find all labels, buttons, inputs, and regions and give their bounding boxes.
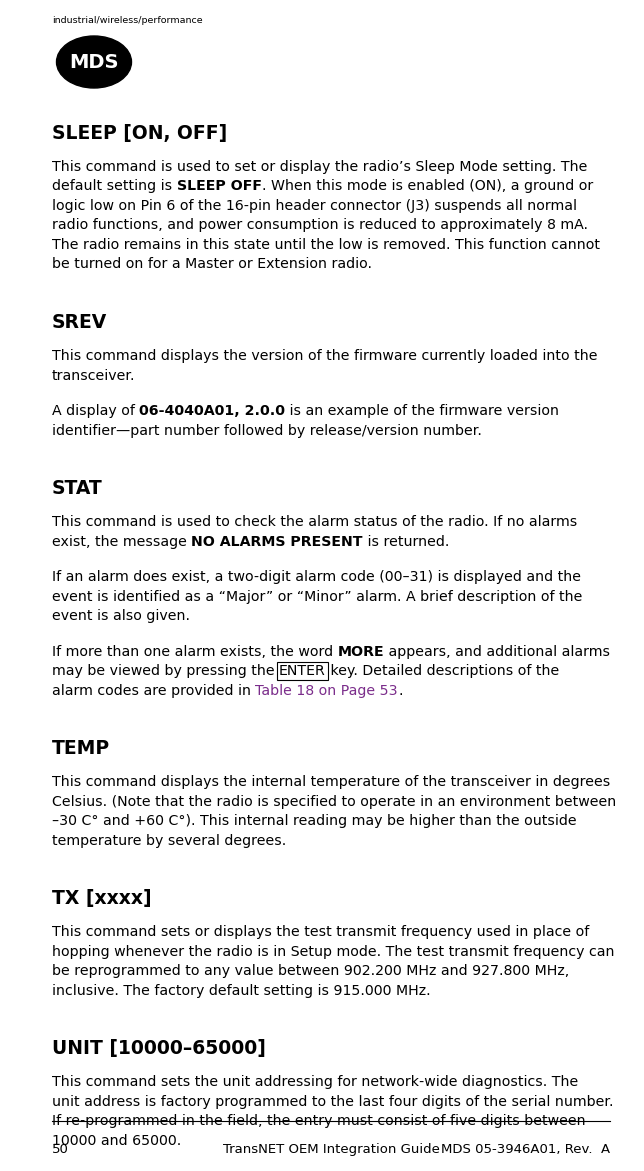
Text: unit address is factory programmed to the last four digits of the serial number.: unit address is factory programmed to th… bbox=[52, 1095, 614, 1109]
Text: TX [xxxx]: TX [xxxx] bbox=[52, 889, 151, 908]
Text: radio functions, and power consumption is reduced to approximately 8 mA.: radio functions, and power consumption i… bbox=[52, 219, 588, 233]
Text: TransNET OEM Integration Guide: TransNET OEM Integration Guide bbox=[223, 1143, 439, 1156]
Text: alarm codes are provided in: alarm codes are provided in bbox=[52, 684, 256, 698]
Text: UNIT [10000–65000]: UNIT [10000–65000] bbox=[52, 1039, 266, 1059]
Text: hopping whenever the radio is in Setup mode. The test transmit frequency can: hopping whenever the radio is in Setup m… bbox=[52, 945, 614, 959]
Text: .: . bbox=[398, 684, 402, 698]
Text: 10000 and 65000.: 10000 and 65000. bbox=[52, 1134, 181, 1148]
Text: 06-4040A01, 2.0.0: 06-4040A01, 2.0.0 bbox=[139, 404, 285, 418]
Text: key. Detailed descriptions of the: key. Detailed descriptions of the bbox=[326, 664, 559, 678]
Text: event is identified as a “Major” or “Minor” alarm. A brief description of the: event is identified as a “Major” or “Min… bbox=[52, 589, 582, 603]
Text: is an example of the firmware version: is an example of the firmware version bbox=[285, 404, 560, 418]
Text: If an alarm does exist, a two-digit alarm code (00–31) is displayed and the: If an alarm does exist, a two-digit alar… bbox=[52, 570, 581, 584]
Text: appears, and additional alarms: appears, and additional alarms bbox=[384, 644, 611, 658]
Text: MDS 05-3946A01, Rev.  A: MDS 05-3946A01, Rev. A bbox=[441, 1143, 610, 1156]
Text: NO ALARMS PRESENT: NO ALARMS PRESENT bbox=[191, 534, 363, 548]
Text: Table 18 on Page 53: Table 18 on Page 53 bbox=[256, 684, 398, 698]
Text: 50: 50 bbox=[52, 1143, 69, 1156]
Text: event is also given.: event is also given. bbox=[52, 609, 190, 623]
Text: This command displays the version of the firmware currently loaded into the: This command displays the version of the… bbox=[52, 349, 598, 363]
Text: The radio remains in this state until the low is removed. This function cannot: The radio remains in this state until th… bbox=[52, 238, 600, 252]
Text: transceiver.: transceiver. bbox=[52, 369, 135, 383]
Text: This command is used to check the alarm status of the radio. If no alarms: This command is used to check the alarm … bbox=[52, 515, 577, 529]
Text: STAT: STAT bbox=[52, 479, 103, 498]
Text: identifier—part number followed by release/version number.: identifier—part number followed by relea… bbox=[52, 424, 482, 438]
Text: be reprogrammed to any value between 902.200 MHz and 927.800 MHz,: be reprogrammed to any value between 902… bbox=[52, 964, 569, 978]
Text: temperature by several degrees.: temperature by several degrees. bbox=[52, 834, 286, 848]
Text: Celsius. (Note that the radio is specified to operate in an environment between: Celsius. (Note that the radio is specifi… bbox=[52, 794, 616, 808]
Text: logic low on Pin 6 of the 16-pin header connector (J3) suspends all normal: logic low on Pin 6 of the 16-pin header … bbox=[52, 199, 577, 213]
Text: ENTER: ENTER bbox=[279, 664, 326, 678]
Text: exist, the message: exist, the message bbox=[52, 534, 191, 548]
Text: be turned on for a Master or Extension radio.: be turned on for a Master or Extension r… bbox=[52, 258, 372, 272]
Text: This command is used to set or display the radio’s Sleep Mode setting. The: This command is used to set or display t… bbox=[52, 160, 587, 174]
Text: TEMP: TEMP bbox=[52, 739, 110, 758]
Text: If more than one alarm exists, the word: If more than one alarm exists, the word bbox=[52, 644, 337, 658]
Text: SLEEP [ON, OFF]: SLEEP [ON, OFF] bbox=[52, 124, 227, 143]
Text: –30 C° and +60 C°). This internal reading may be higher than the outside: –30 C° and +60 C°). This internal readin… bbox=[52, 814, 576, 828]
Ellipse shape bbox=[57, 36, 131, 88]
Text: default setting is: default setting is bbox=[52, 179, 176, 193]
Text: . When this mode is enabled (ON), a ground or: . When this mode is enabled (ON), a grou… bbox=[261, 179, 593, 193]
Text: This command sets the unit addressing for network-wide diagnostics. The: This command sets the unit addressing fo… bbox=[52, 1075, 578, 1089]
Text: MORE: MORE bbox=[337, 644, 384, 658]
Text: SREV: SREV bbox=[52, 313, 108, 333]
Text: SLEEP OFF: SLEEP OFF bbox=[176, 179, 261, 193]
Text: is returned.: is returned. bbox=[363, 534, 450, 548]
Text: MDS: MDS bbox=[70, 53, 118, 71]
Text: industrial/wireless/performance: industrial/wireless/performance bbox=[52, 16, 203, 25]
Text: A display of: A display of bbox=[52, 404, 139, 418]
Text: inclusive. The factory default setting is 915.000 MHz.: inclusive. The factory default setting i… bbox=[52, 984, 431, 998]
Text: This command displays the internal temperature of the transceiver in degrees: This command displays the internal tempe… bbox=[52, 775, 611, 789]
Text: If re-programmed in the field, the entry must consist of five digits between: If re-programmed in the field, the entry… bbox=[52, 1114, 585, 1128]
Text: may be viewed by pressing the: may be viewed by pressing the bbox=[52, 664, 279, 678]
Text: This command sets or displays the test transmit frequency used in place of: This command sets or displays the test t… bbox=[52, 925, 589, 939]
